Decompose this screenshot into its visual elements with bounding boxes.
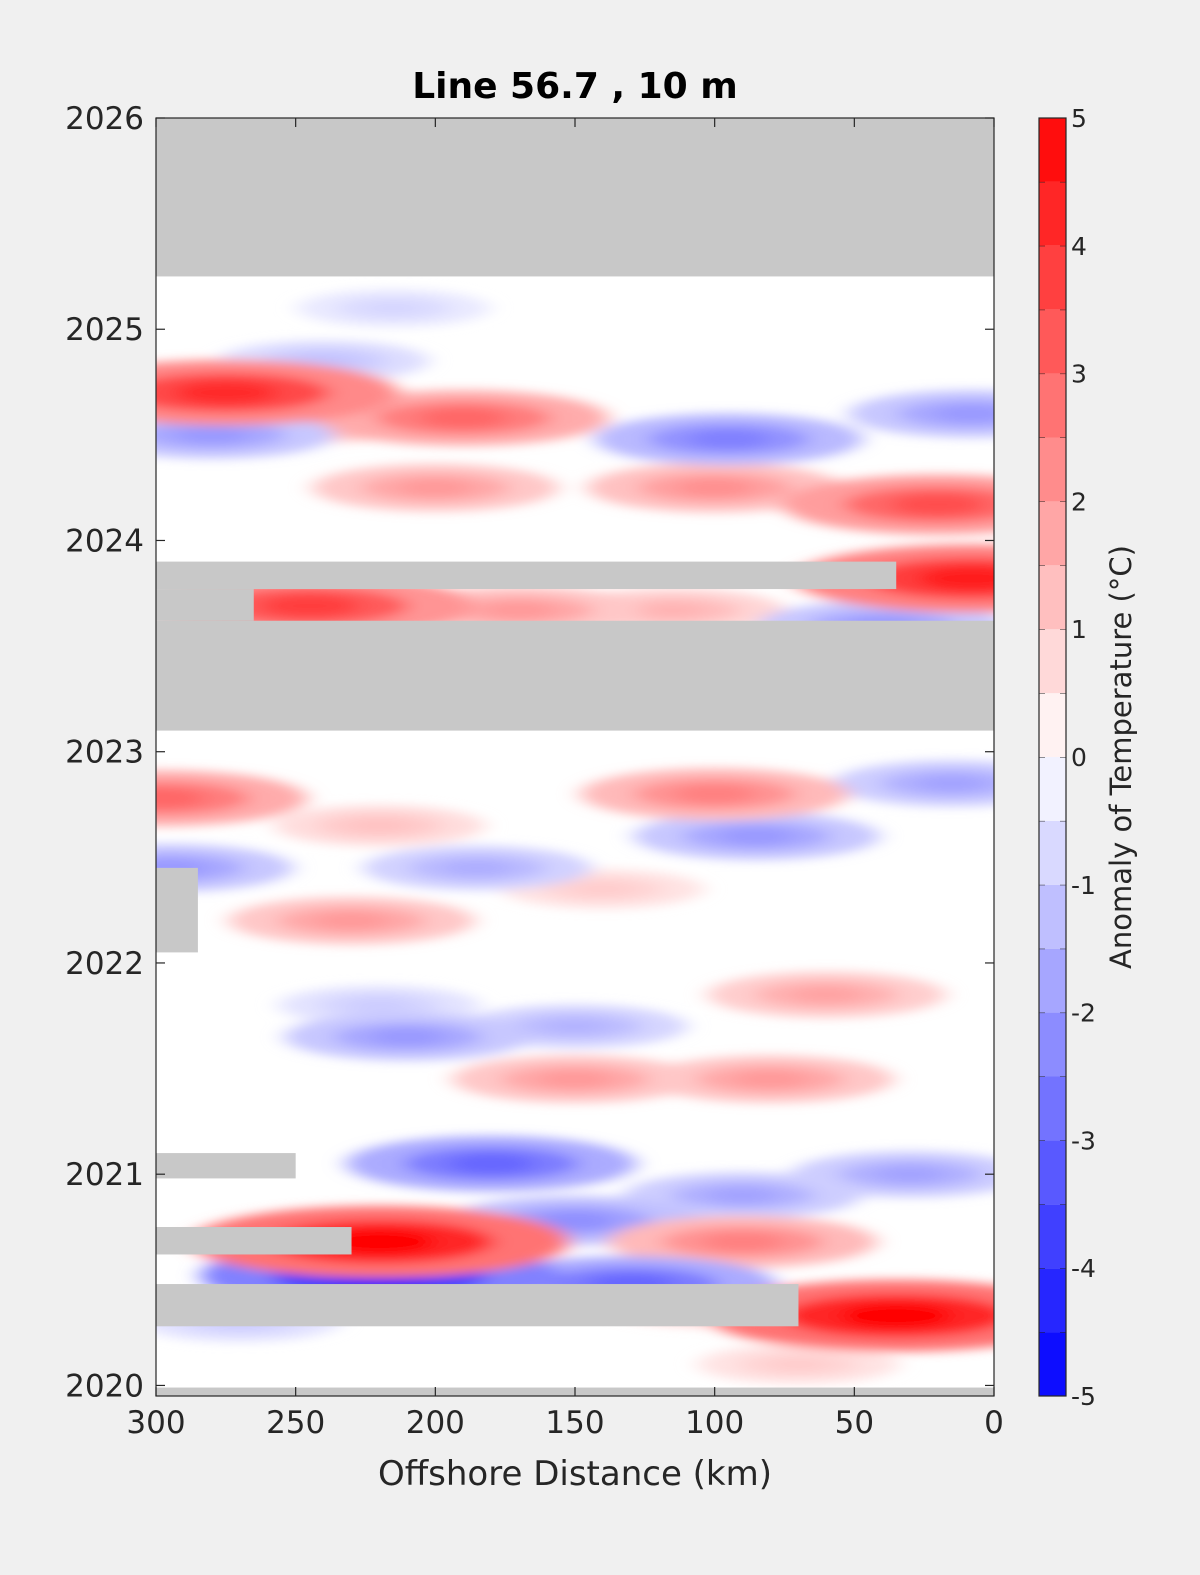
anomaly-core xyxy=(314,912,389,930)
colorbar-tick-label: 1 xyxy=(1071,615,1087,644)
missing-data-mask xyxy=(156,118,994,1396)
colorbar: 5 4 3 2 1 0 -1 -2 -3 -4 -5 xyxy=(1038,104,1096,1411)
colorbar-tick-label: -4 xyxy=(1071,1254,1096,1283)
missing-data-band xyxy=(156,561,897,590)
colorbar-segment xyxy=(1039,181,1066,246)
x-axis-ticks: 300 250 200 150 100 50 0 xyxy=(126,118,1004,1441)
colorbar-segment xyxy=(1039,820,1066,885)
anomaly-core xyxy=(572,882,634,897)
anomaly-core xyxy=(541,1018,609,1035)
anomaly-core xyxy=(536,1211,614,1230)
y-tick-label: 2022 xyxy=(65,946,144,982)
colorbar-tick-label: 4 xyxy=(1071,232,1087,261)
anomaly-core xyxy=(874,1166,946,1183)
anomaly-core xyxy=(768,1357,829,1372)
anomaly-core xyxy=(707,1187,779,1204)
colorbar-tick-label: -3 xyxy=(1071,1126,1096,1155)
missing-data-band xyxy=(156,620,994,731)
anomaly-core xyxy=(347,818,411,833)
y-tick-label: 2025 xyxy=(65,312,144,348)
anomaly-core xyxy=(174,426,249,444)
colorbar-segment xyxy=(1039,373,1066,438)
anomaly-core xyxy=(156,788,206,808)
y-tick-label: 2024 xyxy=(65,523,144,559)
anomaly-core xyxy=(419,408,507,428)
x-tick-label: 200 xyxy=(406,1405,465,1441)
anomaly-core xyxy=(934,405,994,423)
colorbar-segment xyxy=(1039,245,1066,310)
anomaly-core xyxy=(370,1028,445,1046)
anomaly-core xyxy=(839,1303,954,1329)
anomaly-core xyxy=(639,602,707,618)
colorbar-segment xyxy=(1039,693,1066,757)
anomaly-core xyxy=(676,478,753,497)
colorbar-tick-label: -2 xyxy=(1071,999,1096,1028)
colorbar-tick-label: 3 xyxy=(1071,360,1087,389)
anomaly-core xyxy=(891,494,986,516)
y-axis-ticks: 2020 2021 2022 2023 2024 2025 2026 xyxy=(65,101,994,1404)
anomaly-core xyxy=(447,1153,535,1174)
x-tick-label: 100 xyxy=(685,1405,744,1441)
anomaly-core xyxy=(482,601,557,619)
anomaly-core xyxy=(364,301,423,315)
y-tick-label: 2021 xyxy=(65,1157,144,1193)
colorbar-segment xyxy=(1039,501,1066,566)
missing-data-band xyxy=(156,118,994,277)
colorbar-segment xyxy=(1039,948,1066,1013)
colorbar-segment xyxy=(1039,629,1066,694)
colorbar-segment xyxy=(1039,1140,1066,1205)
anomaly-core xyxy=(538,1070,612,1088)
anomaly-core xyxy=(916,775,988,792)
anomaly-core xyxy=(688,429,769,449)
y-tick-label: 2020 xyxy=(65,1368,144,1404)
y-tick-label: 2026 xyxy=(65,101,144,137)
x-axis-label: Offshore Distance (km) xyxy=(378,1454,772,1494)
missing-data-band xyxy=(156,1284,799,1327)
colorbar-label: Anomaly of Temperature (°C) xyxy=(1104,545,1138,969)
anomaly-core xyxy=(918,566,994,591)
x-tick-label: 250 xyxy=(266,1405,325,1441)
colorbar-frame xyxy=(1038,117,1067,1397)
colorbar-tick-label: 2 xyxy=(1071,487,1087,516)
colorbar-segment xyxy=(1039,565,1066,630)
anomaly-core xyxy=(733,1070,808,1088)
x-tick-label: 50 xyxy=(835,1405,874,1441)
anomaly-core xyxy=(398,479,473,497)
colorbar-segment xyxy=(1039,1332,1066,1396)
missing-data-band xyxy=(156,1227,352,1255)
anomaly-core xyxy=(719,827,794,845)
anomaly-core xyxy=(260,595,359,617)
colorbar-tick-label: -5 xyxy=(1071,1382,1096,1411)
colorbar-tick-label: -1 xyxy=(1071,871,1096,900)
colorbar-segment xyxy=(1039,1076,1066,1141)
colorbar-segment xyxy=(1039,437,1066,502)
colorbar-segment xyxy=(1039,118,1066,182)
y-tick-label: 2023 xyxy=(65,735,144,771)
missing-data-band xyxy=(156,1153,296,1179)
anomaly-core xyxy=(443,860,512,876)
colorbar-tick-label: 0 xyxy=(1071,743,1087,772)
anomaly-core xyxy=(702,1232,783,1251)
anomaly-core xyxy=(174,381,278,405)
missing-data-band xyxy=(156,589,254,621)
x-tick-label: 150 xyxy=(545,1405,604,1441)
missing-data-band xyxy=(156,867,198,953)
x-tick-label: 300 xyxy=(126,1405,185,1441)
x-tick-label: 0 xyxy=(984,1405,1004,1441)
anomaly-core xyxy=(349,998,410,1013)
anomaly-core xyxy=(674,784,755,804)
colorbar-segment xyxy=(1039,1268,1066,1333)
colorbar-tick-label: 5 xyxy=(1071,104,1087,133)
colorbar-segment xyxy=(1039,1012,1066,1077)
anomaly-core xyxy=(790,986,862,1003)
colorbar-segment xyxy=(1039,757,1066,821)
chart-title: Line 56.7 , 10 m xyxy=(412,66,738,107)
colorbar-segment xyxy=(1039,884,1066,949)
colorbar-segment xyxy=(1039,309,1066,374)
colorbar-segment xyxy=(1039,1204,1066,1269)
